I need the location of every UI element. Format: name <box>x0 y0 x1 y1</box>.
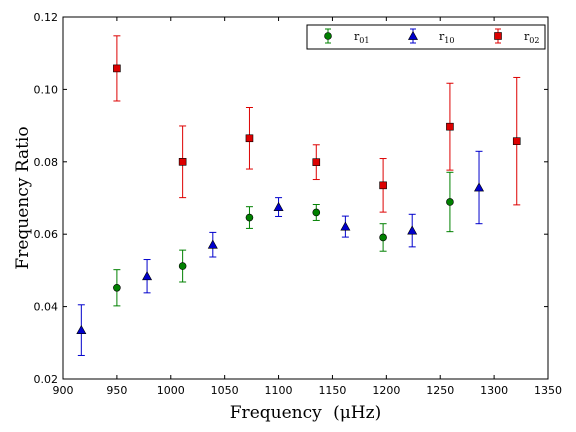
x-tick-label: 950 <box>106 384 127 397</box>
x-tick-label: 1250 <box>426 384 454 397</box>
data-point <box>113 64 121 73</box>
legend-entry-r10: r10 <box>407 28 454 45</box>
x-tick-label: 900 <box>53 384 74 397</box>
data-point <box>379 181 387 190</box>
legend-label-base: r <box>354 30 360 43</box>
x-tick-label: 1050 <box>211 384 239 397</box>
legend-box <box>306 24 546 50</box>
data-point <box>178 262 187 270</box>
data-point <box>142 271 153 281</box>
y-tick-label: 0.10 <box>34 83 59 96</box>
y-tick-label: 0.06 <box>34 228 59 241</box>
legend-label-base: r <box>439 30 445 43</box>
data-point <box>312 158 321 166</box>
data-point <box>245 213 254 222</box>
legend-marker <box>324 32 332 40</box>
y-tick-label: 0.12 <box>34 11 59 24</box>
data-point <box>379 233 387 242</box>
data-layer <box>76 35 521 356</box>
series-r10 <box>76 150 485 356</box>
data-point <box>340 221 351 231</box>
legend-marker <box>407 30 419 40</box>
data-point <box>178 158 187 166</box>
legend-label-subscript: 10 <box>444 36 454 45</box>
data-point <box>474 182 485 192</box>
x-tick-label: 1100 <box>265 384 293 397</box>
legend: r01 r10 r02 <box>306 24 546 50</box>
legend-entry-r02: r02 <box>494 28 539 45</box>
legend-label-base: r <box>524 30 530 43</box>
x-tick-label: 1150 <box>318 384 346 397</box>
y-tick-label: 0.08 <box>34 156 59 169</box>
legend-entry-r01: r01 <box>324 28 369 45</box>
plot-frame <box>62 16 549 380</box>
x-tick-label: 1350 <box>534 384 562 397</box>
data-point <box>273 201 284 211</box>
series-r01 <box>113 171 454 307</box>
legend-label: r02 <box>524 30 539 45</box>
data-point <box>245 134 254 143</box>
data-point <box>312 208 321 217</box>
plot-area <box>63 17 548 379</box>
x-axis-title-text: Frequency <box>230 403 322 423</box>
data-point <box>207 239 218 249</box>
legend-label-subscript: 01 <box>359 36 369 45</box>
data-point <box>407 225 418 235</box>
x-axis-title: Frequency (μHz) <box>230 403 381 423</box>
data-point <box>76 325 87 335</box>
series-r02 <box>113 35 521 213</box>
data-point <box>446 122 454 131</box>
y-tick-label: 0.02 <box>34 373 59 386</box>
x-tick-label: 1200 <box>372 384 400 397</box>
legend-label-subscript: 02 <box>529 36 539 45</box>
data-point <box>113 283 121 292</box>
ticks-layer: 900 950 1000 1050 1100 1150 1200 1250 1300 1350 0.… <box>34 11 563 397</box>
legend-marker <box>494 32 502 40</box>
data-point <box>446 198 454 206</box>
legend-label: r01 <box>354 30 369 45</box>
x-tick-label: 1300 <box>480 384 508 397</box>
x-tick-label: 1000 <box>157 384 185 397</box>
legend-label: r10 <box>439 30 454 45</box>
y-tick-label: 0.04 <box>34 301 59 314</box>
x-axis-title-unit: (μHz) <box>333 403 381 423</box>
data-point <box>512 137 521 145</box>
y-axis-title: Frequency Ratio <box>13 126 33 269</box>
